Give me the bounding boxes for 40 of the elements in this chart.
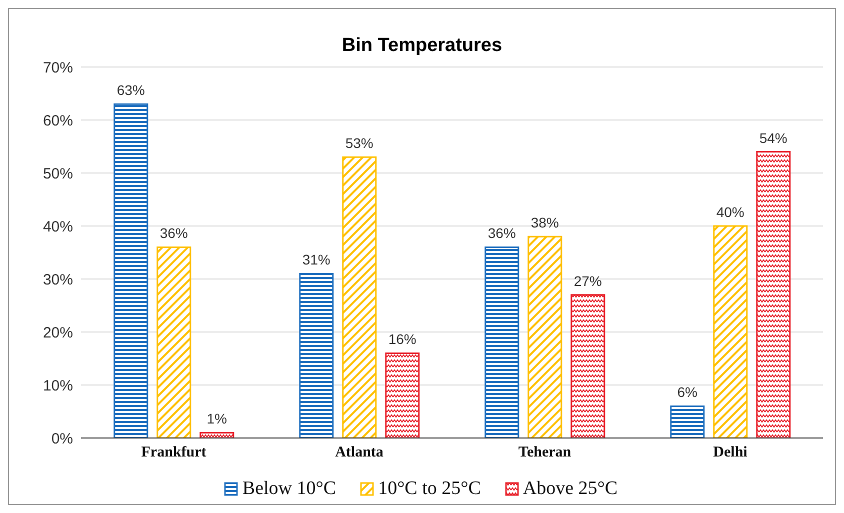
data-label: 36% <box>488 225 516 242</box>
data-label: 6% <box>677 384 698 400</box>
bar <box>342 156 377 438</box>
y-tick-label: 40% <box>42 218 73 236</box>
bar <box>484 246 520 438</box>
y-tick-label: 60% <box>42 112 73 130</box>
y-tick-label: 0% <box>51 430 73 448</box>
bar <box>670 405 705 438</box>
bar <box>114 103 148 438</box>
bar <box>200 432 234 438</box>
chart-title: Bin Temperatures <box>340 35 504 57</box>
x-tick-label: Frankfurt <box>141 444 206 461</box>
data-label: 63% <box>116 82 145 98</box>
bar <box>756 151 791 438</box>
y-tick-label: 20% <box>42 324 73 342</box>
x-tick-label: Atlanta <box>335 444 384 461</box>
data-label: 40% <box>716 204 744 220</box>
y-tick-label: 10% <box>42 377 73 394</box>
data-label: 31% <box>302 252 330 268</box>
bar <box>299 272 334 438</box>
data-label: 38% <box>530 214 559 231</box>
bar <box>156 246 192 438</box>
data-label: 16% <box>388 331 416 348</box>
bar <box>528 236 562 438</box>
data-label: 1% <box>206 410 228 427</box>
legend-label: Above 25°C <box>522 478 618 500</box>
data-label: 53% <box>345 135 374 152</box>
data-label: 27% <box>574 272 602 289</box>
y-tick-label: 70% <box>42 59 73 76</box>
data-label: 36% <box>160 225 188 242</box>
y-tick-label: 50% <box>42 165 73 182</box>
legend-label: 10°C to 25°C <box>377 478 481 500</box>
bar <box>385 352 420 438</box>
bar <box>570 294 606 438</box>
data-label: 54% <box>759 130 788 146</box>
bar <box>713 225 748 438</box>
legend-label: Below 10°C <box>241 478 336 500</box>
x-tick-label: Delhi <box>713 444 748 461</box>
x-tick-label: Teheran <box>518 444 572 461</box>
y-tick-label: 30% <box>42 271 73 288</box>
